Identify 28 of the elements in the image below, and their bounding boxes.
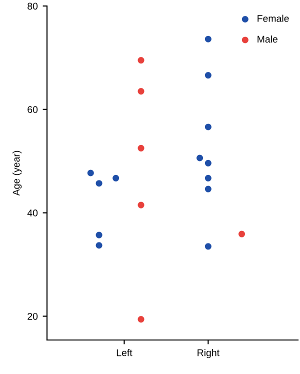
point: [96, 242, 102, 249]
legend-label: Female: [258, 14, 289, 22]
y-tick-label: 40: [27, 210, 38, 216]
x-tick-label: Right: [198, 349, 220, 358]
point: [204, 174, 212, 182]
point: [138, 316, 144, 323]
point: [138, 88, 144, 95]
x-tick-label: Left: [116, 349, 132, 356]
point: [96, 232, 102, 238]
point: [204, 124, 212, 130]
point: [204, 160, 212, 166]
y-tick-label: 60: [28, 106, 38, 114]
point: [204, 36, 212, 42]
point: [204, 72, 212, 79]
point: [138, 57, 144, 64]
point: [112, 174, 120, 182]
point: [204, 243, 212, 250]
point: [204, 186, 212, 192]
point: [138, 202, 144, 208]
point: [138, 144, 144, 152]
legend-label: Male: [258, 35, 278, 43]
y-axis-title: Age (year): [12, 150, 22, 196]
point: [87, 170, 94, 176]
y-tick-label: 20: [28, 312, 38, 320]
point: [96, 180, 102, 187]
y-tick-label: 80: [28, 2, 38, 10]
point: [196, 154, 204, 162]
point: [238, 230, 246, 238]
